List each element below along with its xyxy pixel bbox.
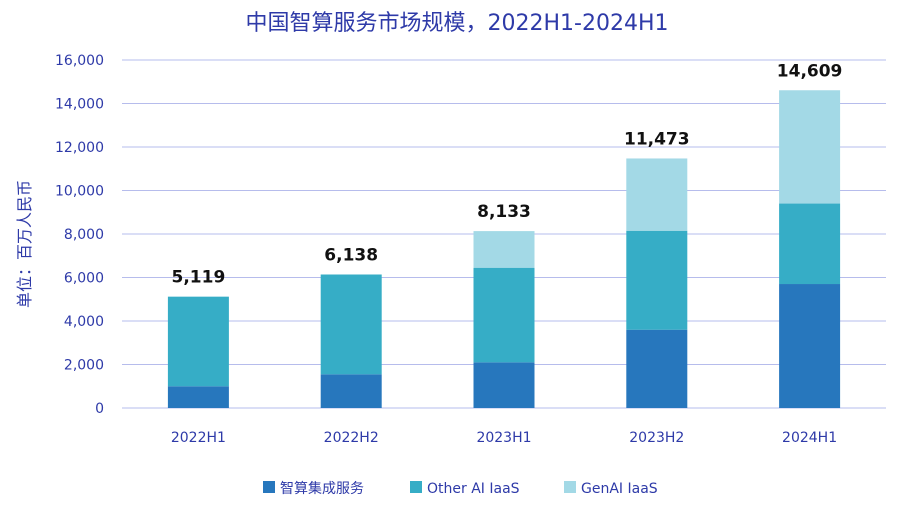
total-label-2022H1: 5,119 xyxy=(172,268,226,288)
y-tick-label: 0 xyxy=(95,401,104,417)
y-tick-label: 12,000 xyxy=(55,140,104,156)
x-tick-label: 2023H2 xyxy=(629,430,684,446)
y-tick-label: 4,000 xyxy=(64,314,104,330)
x-tick-label: 2022H2 xyxy=(324,430,379,446)
legend-swatch xyxy=(564,481,576,493)
y-tick-label: 2,000 xyxy=(64,358,104,374)
y-tick-label: 8,000 xyxy=(64,227,104,243)
y-axis-ticks: 0 2,000 4,000 6,000 8,000 10,000 12,000 14,000 1… xyxy=(55,53,104,417)
bar-segment-2024H1-s1 xyxy=(779,203,841,285)
y-tick-label: 6,000 xyxy=(64,271,104,287)
bar-segment-2022H2-s0 xyxy=(320,374,382,408)
y-tick-label: 14,000 xyxy=(55,97,104,113)
bar-segment-2024H1-s2 xyxy=(779,90,841,204)
bar-segment-2022H2-s1 xyxy=(320,274,382,375)
y-tick-label: 10,000 xyxy=(55,184,104,200)
bar-segment-2023H2-s0 xyxy=(626,329,688,408)
bar-segment-2023H1-s2 xyxy=(473,231,535,268)
bar-segment-2023H2-s2 xyxy=(626,158,688,231)
legend-swatch xyxy=(263,481,275,493)
bar-segment-2022H1-s0 xyxy=(167,386,229,408)
bar-segment-2022H1-s1 xyxy=(167,296,229,387)
total-label-2023H1: 8,133 xyxy=(477,202,531,222)
legend-label: 智算集成服务 xyxy=(280,480,364,497)
legend: 智算集成服务 Other AI IaaS GenAI IaaS xyxy=(263,480,658,497)
y-tick-label: 16,000 xyxy=(55,53,104,69)
x-tick-label: 2022H1 xyxy=(171,430,226,446)
y-axis-label: 单位：百万人民币 xyxy=(15,180,34,308)
x-tick-label: 2023H1 xyxy=(476,430,531,446)
total-label-2024H1: 14,609 xyxy=(777,61,843,81)
bar-segment-2024H1-s0 xyxy=(779,284,841,408)
bars xyxy=(167,90,841,408)
legend-swatch xyxy=(410,481,422,493)
chart-title: 中国智算服务市场规模，2022H1-2024H1 xyxy=(246,11,669,36)
total-label-2023H2: 11,473 xyxy=(624,129,690,149)
x-tick-label: 2024H1 xyxy=(782,430,837,446)
legend-label: GenAI IaaS xyxy=(581,481,658,497)
total-label-2022H2: 6,138 xyxy=(324,245,378,265)
legend-label: Other AI IaaS xyxy=(427,481,520,497)
bar-segment-2023H1-s0 xyxy=(473,362,535,408)
x-axis-ticks: 2022H1 2022H2 2023H1 2023H2 2024H1 xyxy=(171,430,837,446)
total-labels: 5,119 6,138 8,133 11,473 14,609 xyxy=(172,61,843,287)
bar-segment-2023H1-s1 xyxy=(473,267,535,363)
bar-segment-2023H2-s1 xyxy=(626,230,688,330)
